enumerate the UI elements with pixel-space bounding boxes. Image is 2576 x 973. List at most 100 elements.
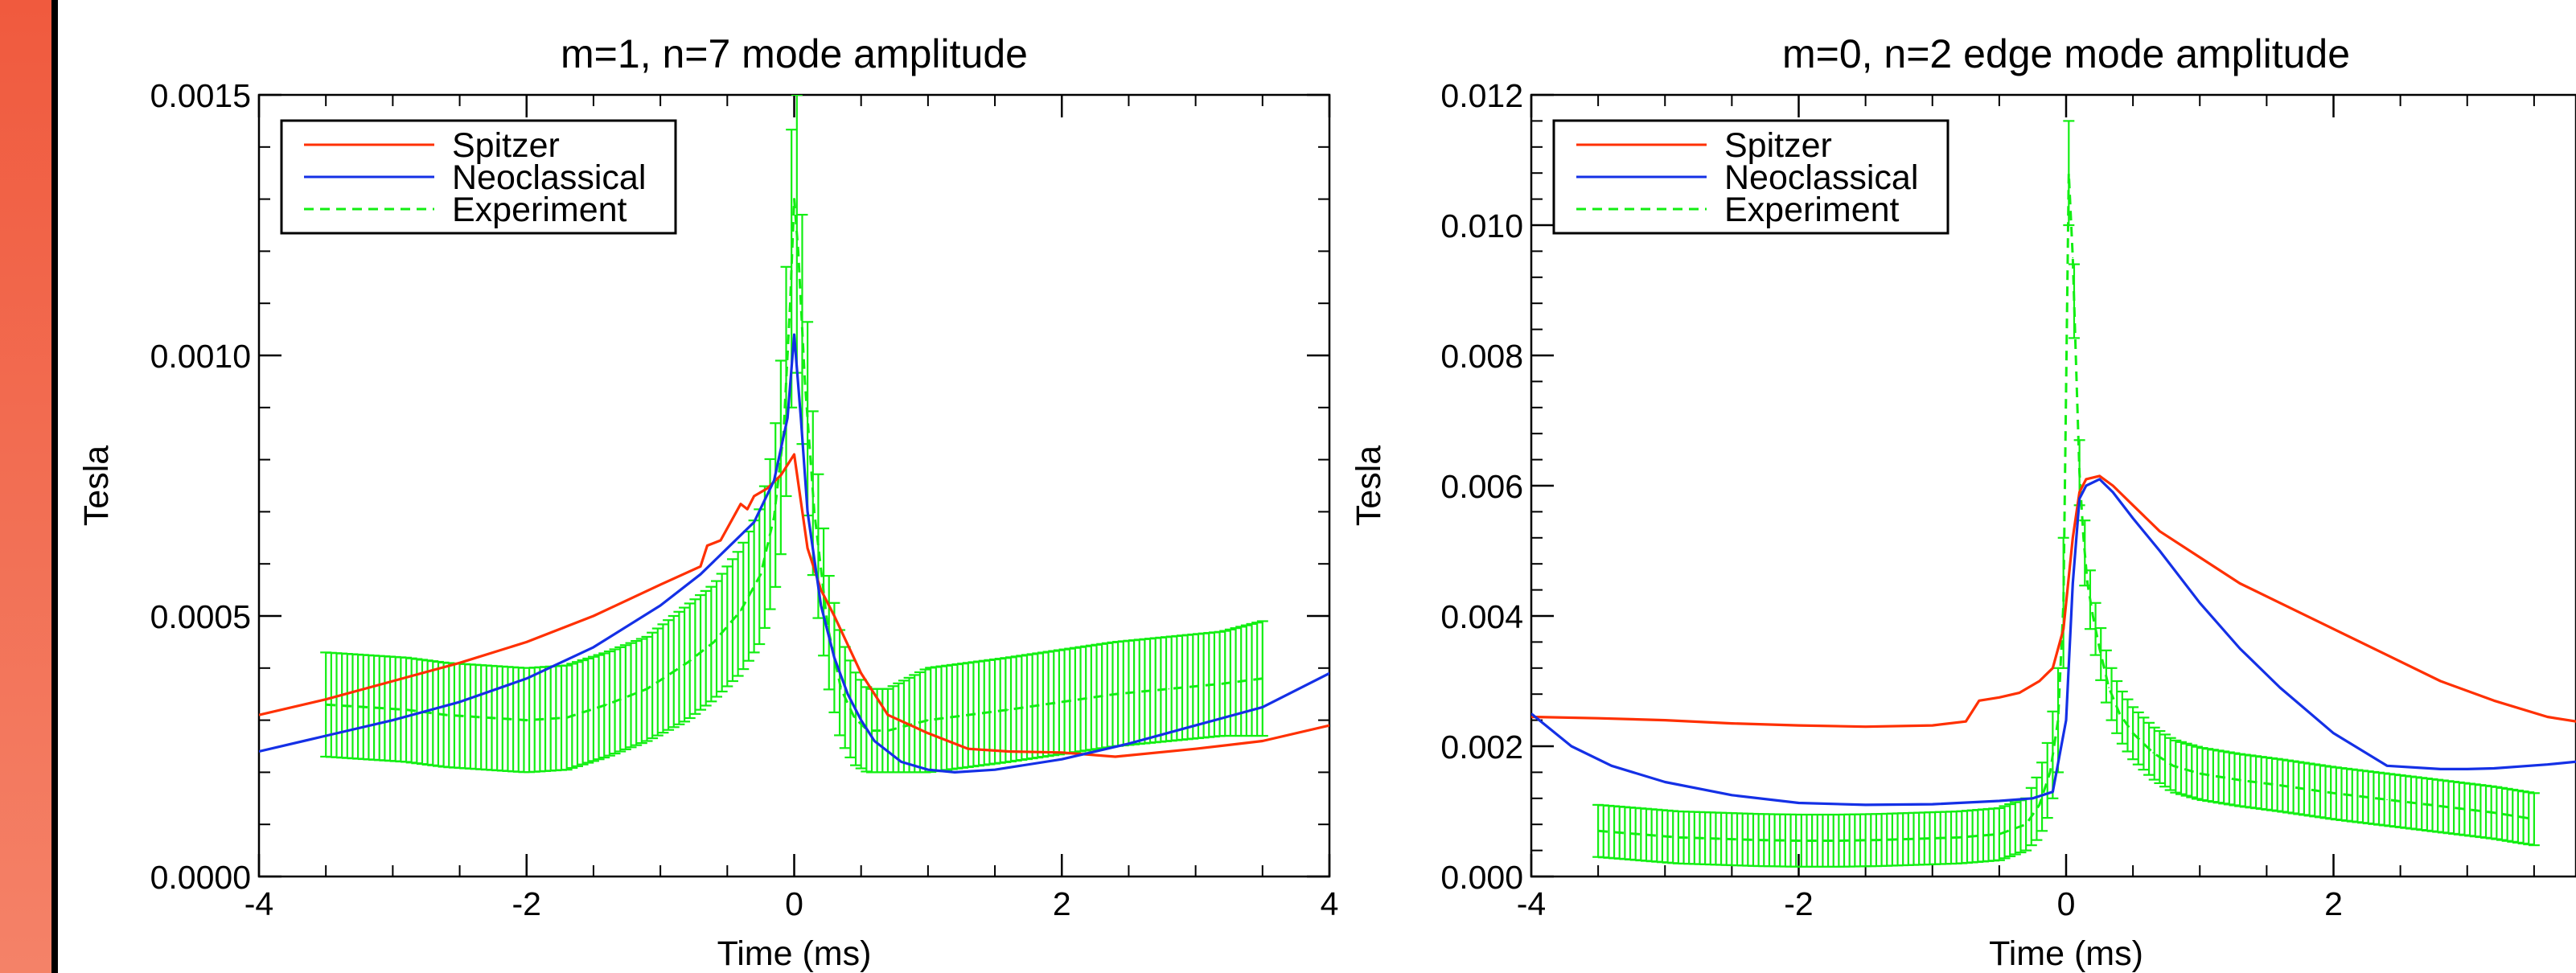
data-point-spitzer — [2239, 582, 2241, 585]
x-tick-label: 4 — [1321, 885, 1339, 922]
chart-title: m=1, n=7 mode amplitude — [561, 31, 1028, 76]
data-point-experiment — [887, 729, 889, 732]
data-point-experiment — [2092, 615, 2094, 617]
data-point-experiment — [797, 250, 799, 252]
data-point-experiment — [2072, 257, 2074, 259]
data-point-experiment — [1918, 838, 1920, 840]
data-point-experiment — [1007, 708, 1009, 711]
data-point-experiment — [2082, 537, 2085, 539]
data-point-neoclassical — [1731, 794, 1733, 796]
data-point-neoclassical — [2546, 763, 2549, 766]
data-point-neoclassical — [1531, 712, 1532, 715]
data-point-spitzer — [1797, 725, 1800, 726]
data-point-neoclassical — [954, 771, 955, 774]
x-tick-label: 0 — [785, 885, 803, 922]
x-tick-label: -4 — [1517, 885, 1546, 922]
data-point-spitzer — [2098, 475, 2101, 477]
data-point-experiment — [2025, 823, 2027, 825]
x-tick-label: 2 — [2324, 885, 2343, 922]
data-point-spitzer — [659, 584, 661, 585]
y-tick-label: 0.002 — [1440, 729, 1523, 766]
data-point-experiment — [1757, 839, 1760, 841]
data-point-experiment — [1717, 838, 1719, 840]
data-point-experiment — [2068, 172, 2070, 174]
data-point-neoclassical — [900, 761, 902, 763]
data-layer — [259, 95, 1329, 774]
data-point-neoclassical — [1664, 781, 1666, 783]
data-point-experiment — [793, 198, 795, 200]
data-point-neoclassical — [1571, 745, 1572, 747]
data-point-experiment — [1958, 836, 1960, 839]
x-tick-label: 2 — [1053, 885, 1071, 922]
data-point-spitzer — [1931, 725, 1933, 726]
data-point-experiment — [2098, 647, 2101, 650]
data-point-neoclassical — [2032, 798, 2034, 799]
data-point-experiment — [1262, 677, 1263, 679]
legend-label-experiment: Experiment — [1724, 191, 1900, 229]
data-point-experiment — [2057, 719, 2059, 721]
data-point-experiment — [365, 706, 367, 708]
data-point-spitzer — [525, 641, 528, 643]
data-point-neoclassical — [994, 769, 996, 770]
data-point-spitzer — [2072, 537, 2074, 539]
data-point-experiment — [1115, 693, 1116, 695]
data-point-neoclassical — [2085, 485, 2087, 486]
data-point-experiment — [2239, 779, 2241, 781]
y-tick-label: 0.0010 — [150, 338, 251, 375]
data-point-spitzer — [2332, 628, 2335, 630]
data-point-spitzer — [967, 748, 969, 750]
data-point-neoclassical — [927, 769, 929, 770]
data-point-spitzer — [1531, 716, 1532, 718]
data-point-neoclassical — [726, 547, 729, 549]
chart-panel-left: m=1, n=7 mode amplitude 0.0000 0.0005 0.001… — [77, 31, 1338, 973]
data-point-neoclassical — [873, 740, 876, 742]
data-point-spitzer — [740, 503, 742, 505]
data-point-spitzer — [2546, 716, 2549, 718]
data-point-spitzer — [1597, 717, 1599, 719]
data-point-experiment — [486, 716, 487, 719]
data-point-neoclassical — [847, 693, 848, 695]
data-point-spitzer — [833, 615, 836, 617]
data-point-experiment — [760, 573, 762, 575]
data-point-neoclassical — [787, 417, 788, 419]
data-point-neoclassical — [2098, 478, 2101, 480]
data-point-experiment — [565, 716, 568, 719]
data-point-neoclassical — [800, 417, 802, 419]
data-point-experiment — [646, 688, 648, 690]
data-point-experiment — [789, 302, 791, 305]
data-point-experiment — [2172, 765, 2174, 767]
data-point-spitzer — [706, 544, 709, 547]
data-point-experiment — [927, 719, 929, 721]
data-point-spitzer — [259, 714, 260, 716]
data-point-experiment — [1168, 688, 1170, 690]
y-tick-label: 0.008 — [1440, 338, 1523, 375]
data-point-experiment — [606, 704, 608, 705]
data-point-neoclassical — [1610, 765, 1613, 767]
data-point-experiment — [1838, 840, 1840, 842]
series-line-experiment — [326, 198, 1263, 733]
data-point-spitzer — [1664, 719, 1666, 721]
data-point-spitzer — [887, 714, 889, 716]
data-point-spitzer — [927, 733, 929, 734]
data-point-experiment — [325, 704, 327, 705]
data-point-spitzer — [2439, 680, 2442, 682]
data-point-experiment — [2086, 582, 2089, 585]
data-point-spitzer — [1864, 725, 1867, 728]
legend-label-spitzer: Spitzer — [452, 126, 560, 165]
data-point-experiment — [1878, 839, 1880, 841]
data-point-neoclassical — [1061, 758, 1063, 760]
data-point-spitzer — [593, 615, 594, 617]
data-point-neoclassical — [1999, 800, 2000, 802]
data-point-spitzer — [2386, 654, 2388, 656]
data-point-spitzer — [325, 698, 327, 700]
data-point-neoclassical — [1128, 742, 1130, 745]
data-point-neoclassical — [860, 719, 862, 721]
data-point-spitzer — [753, 495, 755, 497]
data-point-spitzer — [1194, 748, 1197, 750]
data-point-experiment — [2152, 752, 2154, 753]
data-point-neoclassical — [2132, 517, 2134, 519]
data-point-spitzer — [766, 487, 769, 490]
data-point-neoclassical — [2279, 687, 2281, 688]
data-point-neoclassical — [2199, 602, 2201, 604]
